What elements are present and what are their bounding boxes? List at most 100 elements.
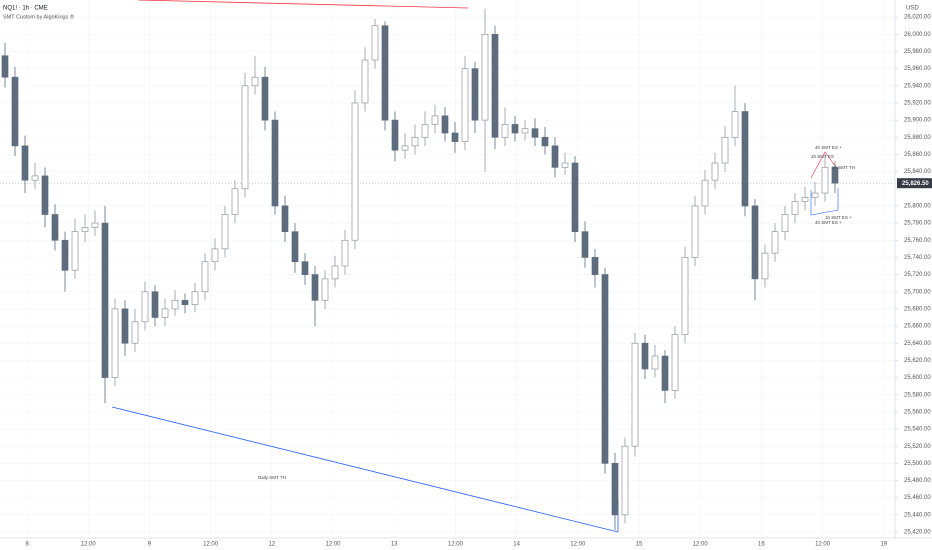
y-tick-label: 25,480.00 — [904, 478, 931, 484]
candle-body — [491, 33, 499, 138]
candle-body — [81, 227, 89, 233]
x-tick-label: 9 — [148, 542, 152, 548]
smt-line-red — [137, 0, 469, 9]
candle-body — [321, 278, 329, 301]
y-tick-label: 25,520.00 — [904, 444, 931, 450]
candle-body — [551, 145, 559, 168]
candle-body — [201, 261, 209, 293]
x-tick-label: 12:00 — [203, 542, 219, 548]
candle-body — [241, 85, 249, 190]
x-tick-label: 12 — [268, 542, 275, 548]
y-tick-label: 25,960.00 — [904, 66, 931, 72]
candle-body — [361, 59, 369, 104]
candle-body — [821, 166, 829, 194]
candle-body — [161, 308, 169, 318]
candle-body — [121, 308, 129, 344]
y-tick-label: 25,940.00 — [904, 83, 931, 89]
candle-body — [661, 355, 669, 391]
candle-body — [431, 115, 439, 125]
annotation: 1h SMT ES + — [825, 215, 852, 220]
y-tick-label: 25,780.00 — [904, 221, 931, 227]
candle-body — [761, 252, 769, 280]
candle-body — [791, 201, 799, 215]
annotation: 1h SMT TH — [832, 165, 855, 170]
candle-body — [131, 321, 139, 344]
annotation: 4h SMT ES + — [815, 220, 842, 225]
candle-body — [331, 265, 339, 280]
candle-body — [101, 222, 109, 378]
y-tick-label: 25,440.00 — [904, 512, 931, 518]
candle-body — [731, 111, 739, 138]
annotation: 4h SMT ES + — [815, 145, 842, 150]
chart-title: NQ1! · 1h · CME — [3, 6, 48, 12]
candle-body — [641, 342, 649, 370]
candle-body — [291, 231, 299, 263]
last-price-label: 25,826.50 — [902, 181, 929, 187]
y-tick-label: 25,740.00 — [904, 255, 931, 261]
candle-body — [211, 248, 219, 263]
candle-body — [401, 145, 409, 151]
candle-body — [591, 257, 599, 275]
y-tick-label: 25,840.00 — [904, 169, 931, 175]
candle-body — [351, 102, 359, 241]
candle-body — [521, 128, 529, 134]
y-tick-label: 25,800.00 — [904, 204, 931, 210]
y-tick-label: 26,000.00 — [904, 32, 931, 38]
candle-body — [501, 124, 509, 138]
y-tick-label: 25,900.00 — [904, 118, 931, 124]
candle-body — [671, 334, 679, 391]
y-tick-label: 25,620.00 — [904, 358, 931, 364]
smt-line-blue — [111, 406, 619, 533]
candle-body — [91, 222, 99, 228]
y-tick-label: 25,700.00 — [904, 289, 931, 295]
candle-body — [231, 188, 239, 215]
candle-body — [781, 214, 789, 233]
candle-body — [271, 119, 279, 207]
candle-body — [41, 175, 49, 215]
candle-body — [721, 136, 729, 164]
last-price-tag — [897, 178, 932, 189]
candle-body — [341, 239, 349, 267]
candle-body — [71, 231, 79, 271]
y-tick-label: 25,460.00 — [904, 495, 931, 501]
y-tick-label: 25,560.00 — [904, 409, 931, 415]
candle-body — [281, 205, 289, 233]
candles — [1, 8, 839, 531]
y-tick-label: 25,980.00 — [904, 49, 931, 55]
candle-body — [481, 33, 489, 121]
candle-body — [391, 119, 399, 151]
candle-body — [561, 162, 569, 168]
candle-body — [811, 192, 819, 198]
candle-body — [741, 111, 749, 207]
axes: 25,420.00 25,440.00 25,460.00 25,480.00 25,5… — [25, 15, 932, 548]
candle-body — [151, 291, 159, 318]
candle-body — [221, 214, 229, 250]
y-tick-label: 25,540.00 — [904, 427, 931, 433]
x-tick-label: 12:00 — [448, 542, 464, 548]
candle-body — [261, 76, 269, 121]
candle-body — [181, 299, 189, 305]
y-unit: USD — [906, 6, 919, 12]
y-tick-label: 25,420.00 — [904, 530, 931, 536]
annotation: Daily SMT TH — [258, 475, 286, 480]
candle-body — [571, 162, 579, 233]
y-tick-label: 25,760.00 — [904, 238, 931, 244]
y-tick-label: 25,880.00 — [904, 135, 931, 141]
candle-body — [541, 136, 549, 147]
smt-line-blue-small — [810, 188, 839, 216]
x-tick-label: 8 — [25, 542, 29, 548]
candle-body — [651, 355, 659, 370]
candle-body — [511, 124, 519, 134]
candle-body — [701, 179, 709, 207]
candle-body — [51, 214, 59, 241]
candle-body — [61, 239, 69, 271]
y-tick-label: 25,860.00 — [904, 152, 931, 158]
y-tick-label: 26,020.00 — [904, 15, 931, 21]
candle-body — [771, 231, 779, 254]
candle-body — [381, 25, 389, 121]
candle-body — [831, 166, 839, 184]
candle-body — [301, 261, 309, 275]
x-tick-label: 12:00 — [570, 542, 586, 548]
candle-body — [251, 76, 259, 87]
chart-subtitle: SMT Custom by AlgoKings ® — [3, 13, 74, 20]
